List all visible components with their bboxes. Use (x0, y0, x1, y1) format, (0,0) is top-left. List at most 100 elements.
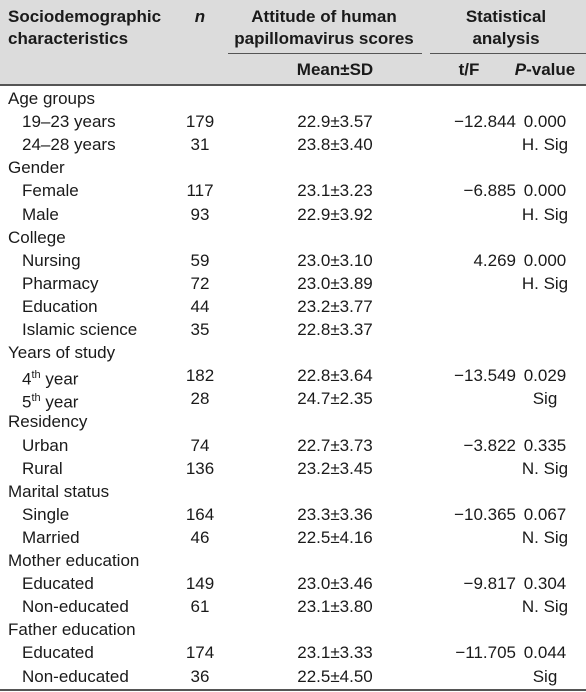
row-label: Non-educated (22, 665, 129, 688)
cell-tf: −12.844 (454, 112, 516, 132)
cell-mean-sd: 23.1±3.23 (297, 181, 373, 201)
group-label: Gender (8, 156, 65, 179)
table-row: Educated 149 23.0±3.46 −9.817 0.304 (0, 572, 586, 595)
row-label: 24–28 years (22, 133, 116, 156)
cell-p-value: N. Sig (521, 527, 569, 547)
cell-tf: −6.885 (463, 181, 516, 201)
row-label: Non-educated (22, 595, 129, 618)
table-row: Single 164 23.3±3.36 −10.365 0.067 (0, 503, 586, 526)
row-label: 5th year (22, 387, 78, 414)
cell-p-value: 0.000 (523, 250, 567, 270)
row-label-text: 19–23 years (22, 112, 116, 132)
cell-mean-sd: 24.7±2.35 (297, 389, 373, 409)
cell-p-value: 0.029 (523, 366, 567, 386)
cell-tf: −11.705 (455, 643, 516, 663)
cell-mean-sd: 23.0±3.10 (297, 250, 373, 270)
table-bottom-line (0, 689, 586, 691)
row-label: Educated (22, 572, 94, 595)
cell-n: 174 (185, 643, 215, 663)
group-row: College (0, 226, 586, 249)
row-label-text: Female (22, 181, 79, 201)
row-label: Nursing (22, 249, 81, 272)
cell-n: 72 (190, 273, 210, 293)
cell-mean-sd: 23.2±3.77 (297, 296, 373, 316)
group-label: Years of study (8, 341, 115, 364)
group-row: Mother education (0, 549, 586, 572)
group-label: Marital status (8, 480, 109, 503)
row-label-sup: th (31, 369, 41, 382)
row-label: Urban (22, 434, 68, 457)
cell-n: 179 (185, 112, 215, 132)
group-label: College (8, 226, 66, 249)
cell-p-value: 0.067 (523, 504, 567, 524)
cell-p-value: 0.304 (523, 574, 567, 594)
row-label-text: Non-educated (22, 666, 129, 686)
cell-n: 182 (185, 366, 215, 386)
row-label-text: Single (22, 504, 70, 524)
cell-p-value: N. Sig (521, 458, 569, 478)
cell-tf: −10.365 (454, 504, 516, 524)
row-label-text: 5 (22, 392, 32, 412)
table-row: Islamic science 35 22.8±3.37 (0, 318, 586, 341)
cell-n: 117 (186, 181, 214, 201)
row-label-text: Educated (22, 574, 94, 594)
cell-p-value: Sig (532, 389, 558, 409)
row-label-text: Male (22, 204, 59, 224)
row-label-text: Urban (22, 435, 69, 455)
header-p-prefix: P (514, 60, 527, 79)
row-label: Rural (22, 457, 63, 480)
table-row: Non-educated 61 23.1±3.80 N. Sig (0, 595, 586, 618)
cell-mean-sd: 22.5±4.16 (297, 527, 373, 547)
row-label-text: Residency (8, 412, 88, 432)
row-label-text: Gender (8, 158, 65, 178)
cell-n: 46 (190, 527, 210, 547)
cell-p-value: 0.000 (523, 112, 567, 132)
cell-mean-sd: 23.8±3.40 (297, 135, 373, 155)
row-label: Male (22, 203, 59, 226)
cell-p-value: 0.335 (523, 435, 567, 455)
table-row: Nursing 59 23.0±3.10 4.269 0.000 (0, 249, 586, 272)
header-statistical: Statistical analysis (465, 7, 547, 48)
row-label-text: Educated (22, 643, 94, 663)
cell-n: 44 (190, 296, 210, 316)
cell-mean-sd: 22.5±4.50 (297, 666, 373, 686)
header-bottom-line (0, 84, 586, 86)
cell-n: 61 (190, 597, 210, 617)
cell-tf: −9.817 (463, 574, 516, 594)
group-row: Age groups (0, 87, 586, 110)
group-row: Residency (0, 410, 586, 433)
row-label-text: Education (22, 296, 98, 316)
cell-n: 31 (190, 135, 210, 155)
header-attitude: Attitude of human papillomavirus scores (234, 7, 414, 48)
cell-p-value: H. Sig (521, 204, 569, 224)
cell-p-value: N. Sig (521, 597, 569, 617)
table-row: Non-educated 36 22.5±4.50 Sig (0, 665, 586, 688)
header-attitude-underline (228, 53, 422, 54)
cell-n: 93 (190, 204, 210, 224)
cell-tf: 4.269 (473, 250, 516, 270)
row-label-text: Non-educated (22, 597, 129, 617)
row-label: Pharmacy (22, 272, 99, 295)
table-row: 5th year 28 24.7±2.35 Sig (0, 387, 586, 412)
row-label: 4th year (22, 364, 78, 391)
row-label-text: Rural (22, 458, 63, 478)
row-label-sup: th (31, 392, 41, 405)
row-label-text: Mother education (8, 551, 140, 570)
row-label: 19–23 years (22, 110, 116, 133)
table-row: Male 93 22.9±3.92 H. Sig (0, 203, 586, 226)
row-label-text: Father education (8, 620, 136, 640)
cell-mean-sd: 22.7±3.73 (297, 435, 373, 455)
cell-n: 74 (190, 435, 210, 455)
header-p-value: P-value (508, 59, 582, 81)
row-label-text: 4 (22, 369, 32, 389)
header-tf: t/F (458, 60, 480, 79)
cell-p-value: 0.000 (523, 181, 567, 201)
row-label: Married (22, 526, 80, 549)
cell-mean-sd: 22.8±3.64 (297, 366, 373, 386)
row-label-text: Years of study (8, 343, 116, 363)
group-label: Age groups (8, 87, 95, 110)
table-row: Urban 74 22.7±3.73 −3.822 0.335 (0, 434, 586, 457)
group-row: Father education (0, 618, 586, 641)
row-label-text: Age groups (8, 89, 95, 108)
